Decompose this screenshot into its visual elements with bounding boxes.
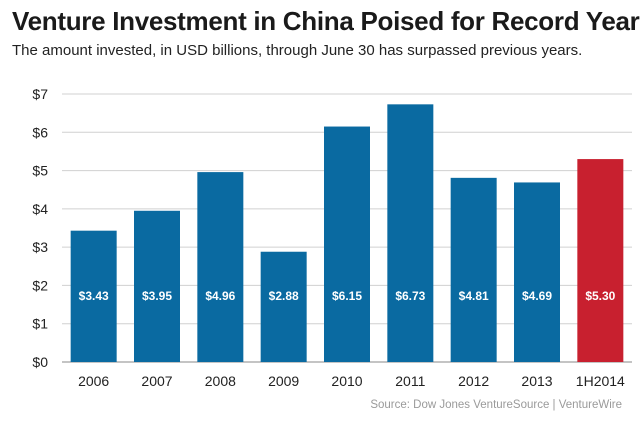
data-label: $2.88 [269, 289, 299, 303]
data-label: $4.96 [205, 289, 235, 303]
chart-title: Venture Investment in China Poised for R… [12, 6, 640, 36]
bar-2007 [134, 210, 180, 362]
y-tick-label: $0 [32, 354, 48, 370]
data-label: $4.69 [522, 289, 552, 303]
x-tick-label: 2010 [331, 373, 362, 389]
bar-2008 [197, 172, 244, 362]
data-label: $5.30 [585, 289, 615, 303]
data-label: $6.73 [395, 289, 425, 303]
y-tick-label: $1 [32, 316, 48, 332]
x-tick-label: 2013 [521, 373, 552, 389]
bar-2009 [260, 251, 307, 362]
data-label: $3.43 [79, 289, 109, 303]
bars [70, 104, 624, 363]
x-tick-label: 2007 [141, 373, 172, 389]
y-tick-label: $7 [32, 86, 48, 102]
chart-subtitle: The amount invested, in USD billions, th… [12, 42, 583, 59]
y-tick-label: $5 [32, 163, 48, 179]
bar-1H2014 [577, 159, 624, 362]
data-label: $6.15 [332, 289, 362, 303]
x-tick-label: 2012 [458, 373, 489, 389]
y-tick-label: $2 [32, 277, 48, 293]
data-label: $3.95 [142, 289, 172, 303]
x-tick-label: 2006 [78, 373, 109, 389]
bar-2013 [514, 182, 560, 362]
y-tick-label: $3 [32, 239, 48, 255]
x-axis: 2006 2007 2008 2009 2010 2011 2012 2013 1H2014 [78, 373, 625, 389]
bar-2006 [70, 230, 117, 362]
bar-2010 [324, 126, 370, 363]
x-tick-label: 1H2014 [576, 373, 625, 389]
source-note: Source: Dow Jones VentureSource | Ventur… [370, 399, 622, 411]
bar-2012 [450, 177, 497, 362]
y-axis: $0 $1 $2 $3 $4 $5 $6 $7 [32, 86, 48, 370]
data-label: $4.81 [459, 289, 489, 303]
bar-2011 [387, 104, 434, 362]
y-tick-label: $4 [32, 201, 48, 217]
data-labels: $3.43 $3.95 $4.96 $2.88 $6.15 $6.73 $4.81 $4.69… [79, 289, 616, 303]
x-tick-label: 2008 [205, 373, 236, 389]
y-tick-label: $6 [32, 124, 48, 140]
x-tick-label: 2009 [268, 373, 299, 389]
x-tick-label: 2011 [395, 373, 425, 389]
